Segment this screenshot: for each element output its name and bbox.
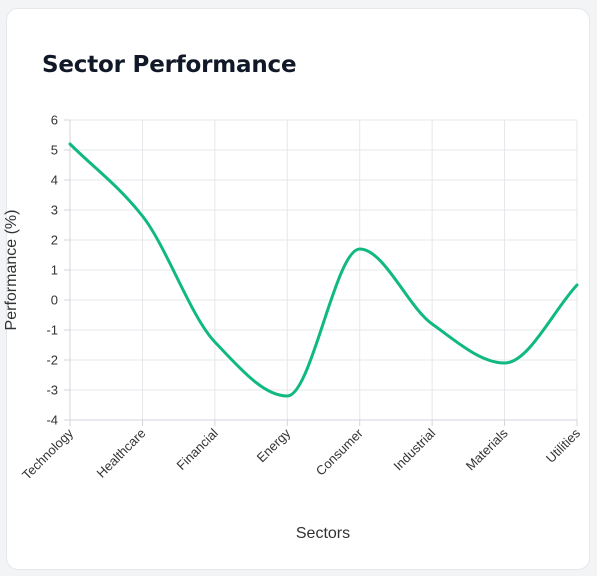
y-tick-label: 5 (51, 143, 58, 158)
x-tick-label: Consumer (313, 425, 366, 478)
x-tick-label: Technology (19, 425, 76, 482)
axes (64, 119, 578, 426)
y-tick-label: -3 (46, 383, 58, 398)
y-tick-label: 4 (51, 173, 58, 188)
grid (69, 119, 578, 421)
y-tick-label: 1 (51, 263, 58, 278)
x-tick-label: Healthcare (93, 426, 148, 481)
y-tick-label: 0 (51, 293, 58, 308)
series-line (68, 142, 579, 398)
y-tick-label: -2 (46, 353, 58, 368)
x-tick-label: Financial (174, 425, 221, 472)
x-tick-label: Industrial (390, 425, 438, 473)
x-tick-label: Energy (254, 425, 294, 465)
y-tick-label: 2 (51, 233, 58, 248)
chart-card (6, 8, 590, 570)
x-axis-title: Sectors (296, 525, 350, 542)
y-tick-label: -1 (46, 323, 58, 338)
x-tick-label: Utilities (543, 425, 584, 466)
y-axis-title: Performance (%) (3, 210, 20, 331)
y-tick-label: -4 (46, 413, 58, 428)
y-tick-label: 6 (51, 113, 58, 128)
x-tick-label: Materials (463, 425, 511, 473)
series (68, 142, 579, 398)
y-tick-label: 3 (51, 203, 58, 218)
chart-title: Sector Performance (42, 52, 297, 78)
